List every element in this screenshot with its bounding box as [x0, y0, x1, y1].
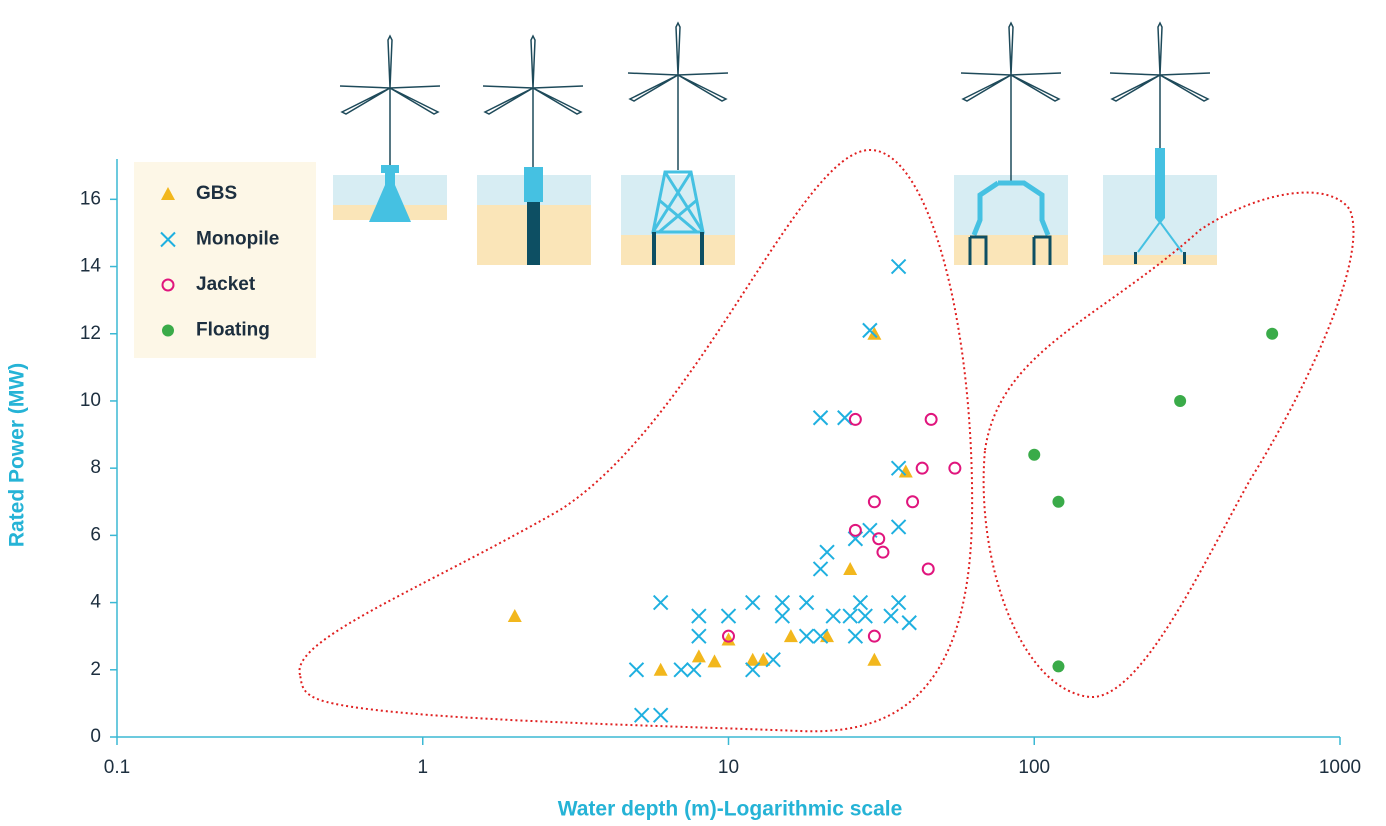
legend-label: Monopile	[196, 229, 279, 250]
x-marker	[812, 628, 829, 644]
circle-marker	[867, 629, 881, 643]
circle-marker	[872, 532, 886, 546]
y-tick-label: 0	[90, 726, 101, 747]
legend-label: Floating	[196, 320, 270, 341]
y-tick-label: 4	[90, 592, 101, 613]
triangle-marker	[756, 652, 771, 666]
x-axis-label: Water depth (m)-Logarithmic scale	[558, 798, 903, 821]
triangle-marker	[898, 464, 913, 478]
x-marker	[633, 707, 650, 723]
x-tick-label: 0.1	[104, 757, 130, 778]
x-marker	[686, 662, 702, 678]
x-marker	[890, 258, 907, 275]
circle-marker	[161, 278, 175, 292]
circle-marker	[924, 412, 938, 426]
x-marker	[862, 322, 878, 339]
y-tick-label: 6	[90, 524, 101, 545]
x-marker	[745, 662, 761, 678]
circle-marker	[848, 412, 862, 426]
x-marker	[774, 608, 791, 624]
legend-label: Jacket	[196, 274, 256, 295]
x-marker	[812, 561, 829, 577]
x-tick-label: 1000	[1319, 757, 1361, 778]
triangle-marker	[745, 652, 760, 666]
y-tick-label: 12	[80, 323, 101, 344]
triangle-marker	[783, 629, 798, 643]
triangle-marker	[161, 187, 175, 200]
x-marker	[852, 594, 869, 611]
circle-marker	[948, 461, 962, 475]
x-marker	[842, 608, 858, 624]
triangle-marker	[721, 632, 736, 646]
y-tick-label: 10	[80, 390, 101, 411]
circle-marker	[921, 562, 935, 576]
x-marker	[857, 608, 873, 624]
x-marker	[652, 594, 669, 611]
x-marker	[812, 410, 829, 426]
region-outline	[982, 191, 1355, 699]
x-marker	[774, 594, 791, 611]
dot-marker	[1052, 660, 1065, 673]
circle-marker	[915, 461, 929, 475]
x-tick-label: 1	[417, 757, 428, 778]
triangle-marker	[507, 609, 522, 623]
dot-marker	[1028, 448, 1041, 461]
y-tick-label: 16	[80, 188, 101, 209]
x-tick-label: 100	[1018, 757, 1050, 778]
circle-marker	[848, 523, 862, 537]
x-marker	[691, 628, 707, 644]
triangle-marker	[843, 561, 858, 575]
x-marker	[798, 594, 815, 611]
x-marker	[691, 608, 707, 624]
region-outline	[298, 148, 974, 733]
x-marker	[890, 519, 907, 535]
x-marker	[901, 615, 917, 631]
circle-marker	[722, 629, 735, 643]
x-marker	[160, 231, 176, 248]
x-marker	[652, 707, 669, 723]
dot-marker	[1266, 327, 1279, 340]
x-marker	[890, 594, 907, 611]
x-marker	[720, 608, 737, 624]
triangle-marker	[867, 326, 882, 340]
x-tick-label: 10	[718, 757, 739, 778]
triangle-marker	[707, 654, 722, 668]
dot-marker	[162, 324, 174, 337]
foundation-illustrations	[333, 22, 1217, 265]
x-marker	[819, 544, 835, 560]
circle-marker	[906, 495, 920, 509]
circle-marker	[876, 545, 890, 559]
triangle-marker	[691, 649, 706, 663]
x-marker	[825, 608, 841, 624]
x-marker	[765, 652, 781, 668]
circle-marker	[867, 495, 881, 509]
x-marker	[673, 662, 689, 678]
triangle-marker	[653, 662, 668, 676]
y-tick-label: 8	[90, 457, 101, 478]
x-marker	[745, 594, 761, 611]
y-tick-label: 14	[80, 256, 102, 277]
y-tick-label: 2	[90, 659, 101, 680]
dot-marker	[1052, 495, 1065, 508]
legend-label: GBS	[196, 183, 237, 204]
x-marker	[628, 662, 645, 678]
dot-marker	[1174, 394, 1187, 407]
x-marker	[883, 608, 899, 624]
x-marker	[798, 628, 815, 644]
x-marker	[890, 460, 907, 476]
triangle-marker	[867, 652, 882, 666]
y-axis-label: Rated Power (MW)	[6, 363, 29, 547]
x-marker	[847, 628, 864, 644]
x-marker	[837, 410, 853, 426]
